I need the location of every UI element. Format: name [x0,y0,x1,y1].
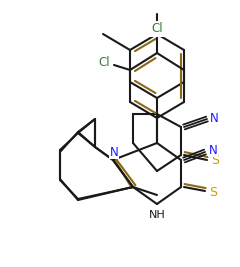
Text: Cl: Cl [98,57,110,69]
Text: Cl: Cl [151,22,163,36]
Text: S: S [209,186,217,198]
Text: N: N [210,112,218,124]
Text: N: N [209,143,217,156]
Text: N: N [110,146,118,159]
Text: NH: NH [149,210,165,220]
Text: S: S [211,155,219,167]
